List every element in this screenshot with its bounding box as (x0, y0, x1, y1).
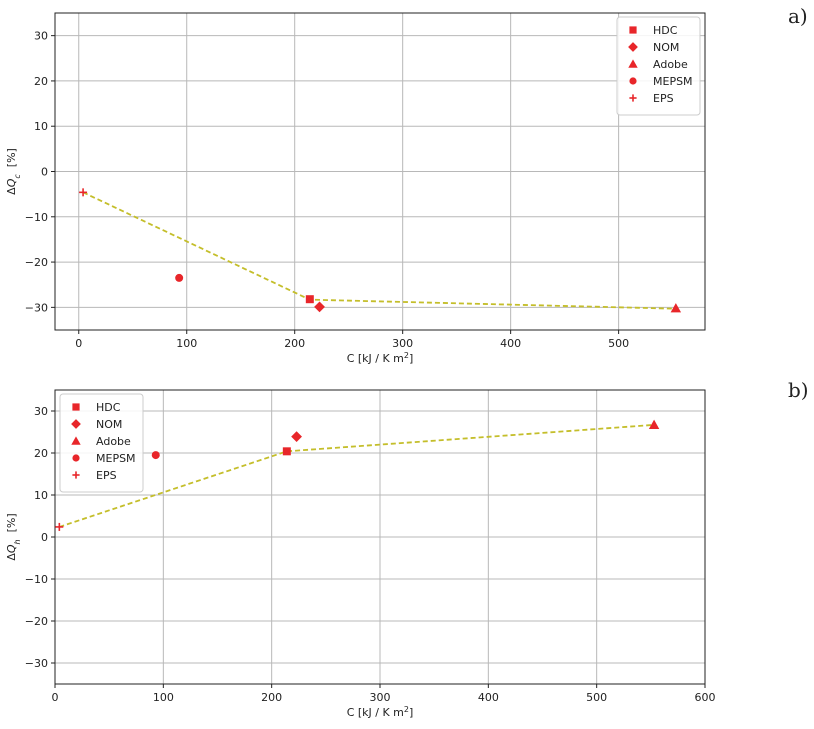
a-legend-marker-adobe (628, 59, 638, 68)
b-y-tick-label: −10 (25, 573, 48, 586)
b-x-tick-label: 200 (261, 691, 282, 704)
b-y-tick-label: 10 (34, 489, 48, 502)
a-point-eps (79, 188, 88, 197)
b-legend-label-eps: EPS (96, 469, 117, 482)
a-legend-marker-mepsm (629, 77, 637, 85)
a-y-tick-label: 0 (41, 166, 48, 179)
b-legend-marker-adobe (71, 436, 81, 445)
b-legend-label-nom: NOM (96, 418, 122, 431)
a-x-tick-label: 200 (284, 337, 305, 350)
a-legend-marker-hdc (629, 26, 637, 34)
a-x-tick-label: 400 (500, 337, 521, 350)
b-trend-line (59, 423, 655, 528)
a-legend-label-adobe: Adobe (653, 58, 688, 71)
b-legend-marker-eps (72, 471, 80, 479)
b-legend-marker-nom (71, 419, 81, 429)
a-legend-label-hdc: HDC (653, 24, 678, 37)
b-x-tick-label: 100 (153, 691, 174, 704)
a-x-tick-label: 100 (176, 337, 197, 350)
b-legend-label-hdc: HDC (96, 401, 121, 414)
a-legend-label-eps: EPS (653, 92, 674, 105)
a-point-adobe (670, 303, 682, 313)
b-y-tick-label: −30 (25, 657, 48, 670)
b-x-tick-label: 300 (370, 691, 391, 704)
a-y-tick-label: −30 (25, 301, 48, 314)
a-legend-marker-eps (629, 94, 637, 102)
b-point-hdc (282, 447, 291, 456)
b-y-tick-label: 20 (34, 447, 48, 460)
b-x-tick-label: 500 (586, 691, 607, 704)
a-legend-marker-nom (628, 42, 638, 52)
a-legend-label-nom: NOM (653, 41, 679, 54)
b-point-nom (291, 431, 302, 443)
b-legend-label-mepsm: MEPSM (96, 452, 136, 465)
b-legend-marker-hdc (72, 403, 80, 411)
a-y-tick-label: −10 (25, 211, 48, 224)
a-y-tick-label: −20 (25, 256, 48, 269)
b-legend-marker-mepsm (72, 454, 80, 462)
b-point-mepsm (151, 451, 160, 460)
b-legend-label-adobe: Adobe (96, 435, 131, 448)
a-point-hdc (305, 295, 314, 304)
b-point-adobe (648, 419, 660, 430)
b-point-eps (55, 522, 64, 531)
a-x-tick-label: 300 (392, 337, 413, 350)
b-x-tick-label: 0 (52, 691, 59, 704)
a-y-axis-label: ΔQc [%] (5, 148, 22, 195)
b-y-axis-label: ΔQh [%] (5, 513, 22, 560)
a-x-tick-label: 0 (75, 337, 82, 350)
a-x-tick-label: 500 (608, 337, 629, 350)
a-legend-label-mepsm: MEPSM (653, 75, 693, 88)
a-legend (616, 16, 701, 116)
a-point-mepsm (175, 273, 184, 282)
a-point-nom (314, 301, 325, 313)
a-y-tick-label: 20 (34, 75, 48, 88)
b-y-tick-label: −20 (25, 615, 48, 628)
b-x-tick-label: 600 (695, 691, 716, 704)
panel-label-a: a) (788, 4, 808, 28)
b-x-axis-label: C [kJ / K m2] (347, 705, 414, 720)
b-y-tick-label: 30 (34, 405, 48, 418)
a-x-axis-label: C [kJ / K m2] (347, 351, 414, 366)
b-y-tick-label: 0 (41, 531, 48, 544)
b-legend (59, 393, 144, 493)
b-x-tick-label: 400 (478, 691, 499, 704)
a-y-tick-label: 30 (34, 30, 48, 43)
panel-label-b: b) (788, 378, 809, 402)
a-y-tick-label: 10 (34, 120, 48, 133)
